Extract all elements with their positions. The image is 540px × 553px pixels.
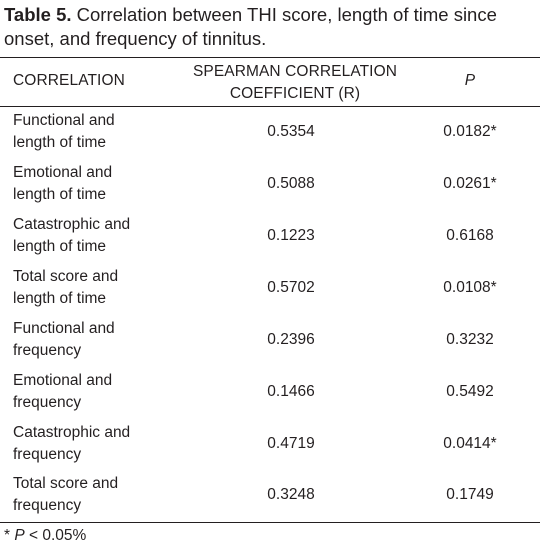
- footnote-p: P: [14, 527, 25, 544]
- row-label-line2: length of time: [13, 290, 107, 307]
- row-label-line2: frequency: [13, 497, 82, 514]
- table-row: Functional and length of time 0.5354 0.0…: [0, 108, 540, 160]
- row-label-line2: frequency: [13, 446, 82, 463]
- table-row: Total score and length of time 0.5702 0.…: [0, 264, 540, 316]
- row-p-value: 0.0182*: [443, 123, 497, 140]
- row-label: Total score and length of time: [13, 266, 173, 310]
- row-label-line1: Total score and: [13, 268, 119, 285]
- table-title: Correlation between THI score, length of…: [4, 4, 497, 49]
- header-coefficient-line2: COEFFICIENT (R): [229, 85, 361, 102]
- row-label: Functional and length of time: [13, 110, 173, 154]
- row-coefficient: 0.4719: [267, 435, 315, 452]
- table-row: Catastrophic and frequency 0.4719 0.0414…: [0, 420, 540, 472]
- footnote-star: *: [4, 527, 15, 544]
- table-row: Catastrophic and length of time 0.1223 0…: [0, 212, 540, 264]
- row-coefficient: 0.1466: [267, 383, 315, 400]
- row-label: Emotional and length of time: [13, 162, 173, 206]
- table-number: Table 5.: [4, 4, 72, 25]
- row-label: Emotional and frequency: [13, 370, 173, 414]
- table-row: Emotional and length of time 0.5088 0.02…: [0, 160, 540, 212]
- row-label-line1: Functional and: [13, 320, 115, 337]
- header-p-value: P: [464, 72, 476, 89]
- table-row: Total score and frequency 0.3248 0.1749: [0, 471, 540, 523]
- row-label-line2: length of time: [13, 238, 107, 255]
- row-label-line1: Catastrophic and: [13, 424, 131, 441]
- row-p-value: 0.5492: [446, 383, 494, 400]
- row-coefficient: 0.1223: [267, 227, 315, 244]
- row-label: Total score and frequency: [13, 473, 173, 517]
- header-spearman-coefficient: SPEARMAN CORRELATION COEFFICIENT (R): [182, 61, 408, 105]
- row-p-value: 0.0414*: [443, 435, 497, 452]
- row-p-value: 0.1749: [446, 486, 494, 503]
- row-p-value: 0.3232: [446, 331, 494, 348]
- row-label-line1: Total score and: [13, 475, 119, 492]
- row-coefficient: 0.3248: [267, 486, 315, 503]
- row-label-line2: frequency: [13, 394, 82, 411]
- row-coefficient: 0.5354: [267, 123, 315, 140]
- table-caption: Table 5. Correlation between THI score, …: [4, 3, 538, 51]
- header-rule: [0, 106, 540, 107]
- row-label-line1: Catastrophic and: [13, 216, 131, 233]
- row-coefficient: 0.2396: [267, 331, 315, 348]
- table-bottom-rule: [0, 522, 540, 523]
- table-row: Emotional and frequency 0.1466 0.5492: [0, 368, 540, 420]
- row-label-line1: Emotional and: [13, 164, 113, 181]
- row-label-line1: Functional and: [13, 112, 115, 129]
- header-coefficient-line1: SPEARMAN CORRELATION: [192, 63, 398, 80]
- row-p-value: 0.0108*: [443, 279, 497, 296]
- row-coefficient: 0.5702: [267, 279, 315, 296]
- row-label: Catastrophic and length of time: [13, 214, 173, 258]
- row-label-line2: length of time: [13, 134, 107, 151]
- row-coefficient: 0.5088: [267, 175, 315, 192]
- row-p-value: 0.6168: [446, 227, 494, 244]
- header-correlation: CORRELATION: [13, 72, 125, 89]
- row-p-value: 0.0261*: [443, 175, 497, 192]
- row-label: Catastrophic and frequency: [13, 422, 173, 466]
- row-label-line2: frequency: [13, 342, 82, 359]
- row-label-line2: length of time: [13, 186, 107, 203]
- row-label-line1: Emotional and: [13, 372, 113, 389]
- row-label: Functional and frequency: [13, 318, 173, 362]
- footnote-threshold: < 0.05%: [24, 527, 87, 544]
- table-top-rule: [0, 57, 540, 58]
- table-footnote: * P < 0.05%: [4, 525, 86, 547]
- table-row: Functional and frequency 0.2396 0.3232: [0, 316, 540, 368]
